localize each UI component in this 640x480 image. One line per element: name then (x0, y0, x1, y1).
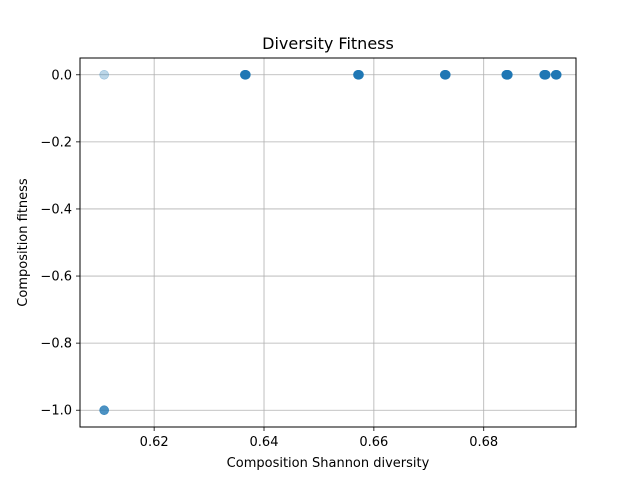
chart-title: Diversity Fitness (262, 34, 394, 53)
x-tick-label: 0.66 (359, 435, 388, 450)
scatter-point (99, 405, 109, 416)
x-tick-label: 0.62 (140, 435, 169, 450)
scatter-point (99, 69, 109, 80)
y-axis-label: Composition fitness (16, 178, 31, 307)
x-axis-label: Composition Shannon diversity (227, 456, 430, 471)
x-tick-label: 0.64 (250, 435, 279, 450)
data-points (99, 69, 562, 416)
y-tick-label: −0.8 (40, 337, 72, 352)
x-tick-label: 0.68 (469, 435, 498, 450)
axis-ticks: 0.62 0.64 0.66 0.68 0.0 −0.2 −0.4 −0.6 −0.8 −1.0 (40, 68, 498, 450)
scatter-point (551, 69, 562, 80)
scatter-point (241, 69, 251, 80)
y-tick-label: −0.4 (40, 202, 72, 217)
scatter-point (441, 69, 451, 80)
scatter-point (503, 69, 513, 80)
plot-frame (79, 57, 577, 428)
y-tick-label: −0.6 (40, 270, 72, 285)
grid-lines (80, 58, 576, 427)
y-tick-label: 0.0 (51, 68, 72, 83)
y-tick-label: −0.2 (40, 135, 72, 150)
scatter-point (354, 69, 364, 80)
y-tick-label: −1.0 (40, 404, 72, 419)
scatter-point (540, 69, 551, 80)
